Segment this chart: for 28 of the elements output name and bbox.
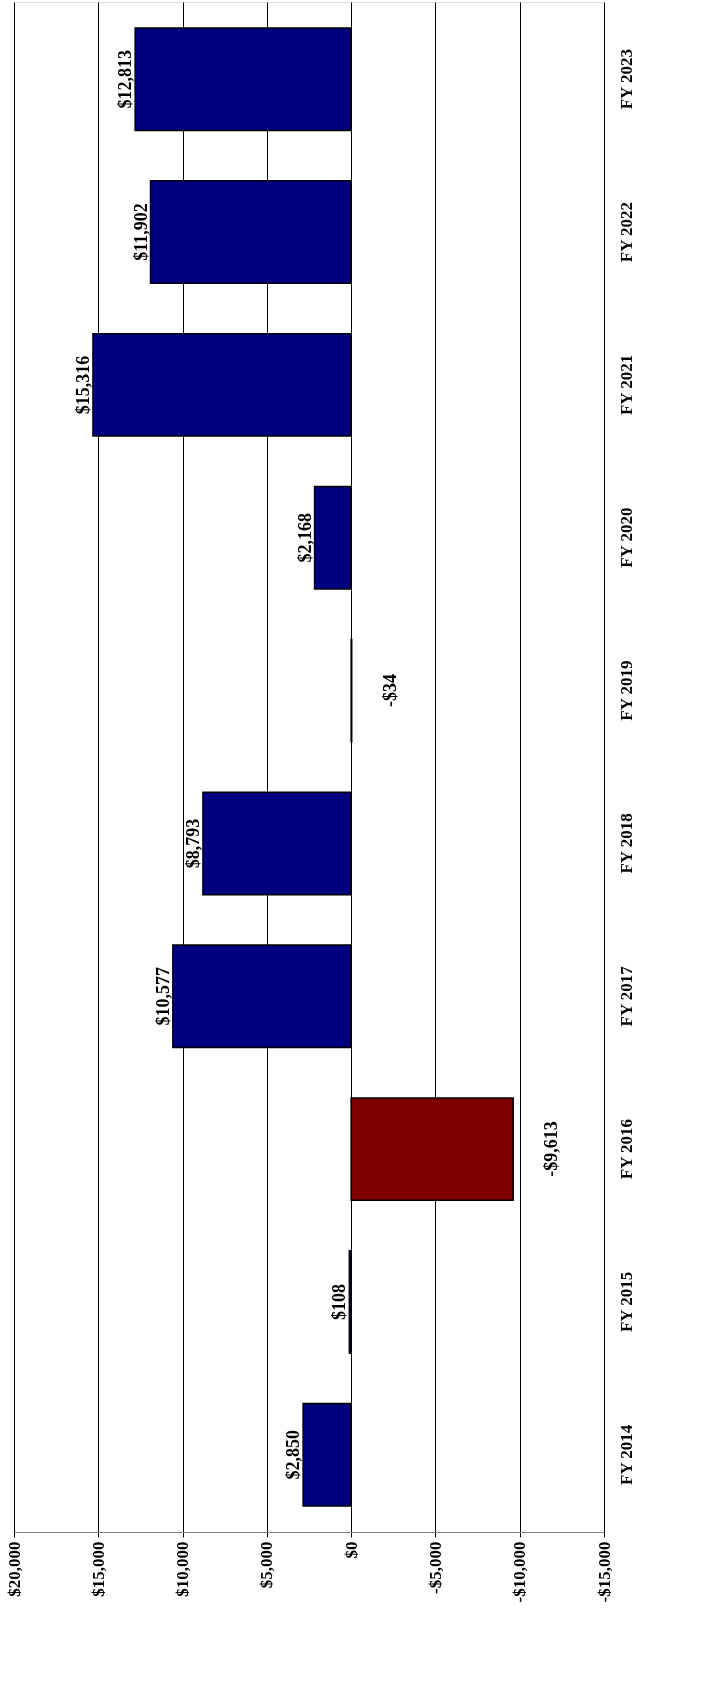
y-tick-label: FY 2022 [616, 201, 636, 263]
data-label: $2,850 [283, 1430, 304, 1480]
x-tick-label: -$10,000 [510, 1541, 530, 1603]
data-label: $11,902 [130, 203, 151, 261]
y-tick-label: FY 2014 [616, 1424, 636, 1485]
x-tick-label: $15,000 [88, 1541, 108, 1597]
data-label: $12,813 [115, 49, 136, 109]
data-label: -$34 [379, 674, 400, 708]
x-tick-label: -$5,000 [425, 1541, 445, 1594]
x-tick-label: -$15,000 [594, 1541, 614, 1603]
x-tick-label: $5,000 [257, 1541, 277, 1589]
x-tick-label: $10,000 [173, 1541, 193, 1597]
y-tick-label: FY 2015 [616, 1271, 636, 1333]
y-tick-label: FY 2018 [616, 813, 636, 874]
y-tick-label: FY 2017 [616, 965, 636, 1027]
data-label: $2,168 [294, 512, 315, 563]
x-tick-label: $0 [341, 1541, 361, 1559]
y-tick-label: FY 2016 [616, 1118, 636, 1180]
data-label: $15,316 [72, 355, 93, 415]
data-label: -$9,613 [541, 1121, 562, 1177]
y-tick-label: FY 2023 [616, 49, 636, 110]
data-label: $8,793 [182, 818, 203, 869]
data-label: $108 [329, 1283, 350, 1320]
y-tick-label: FY 2019 [616, 660, 636, 721]
x-tick-label: $20,000 [4, 1541, 24, 1597]
y-tick-label: FY 2020 [616, 507, 636, 568]
data-label: $10,577 [152, 967, 173, 1026]
y-tick-label: FY 2021 [616, 354, 636, 416]
